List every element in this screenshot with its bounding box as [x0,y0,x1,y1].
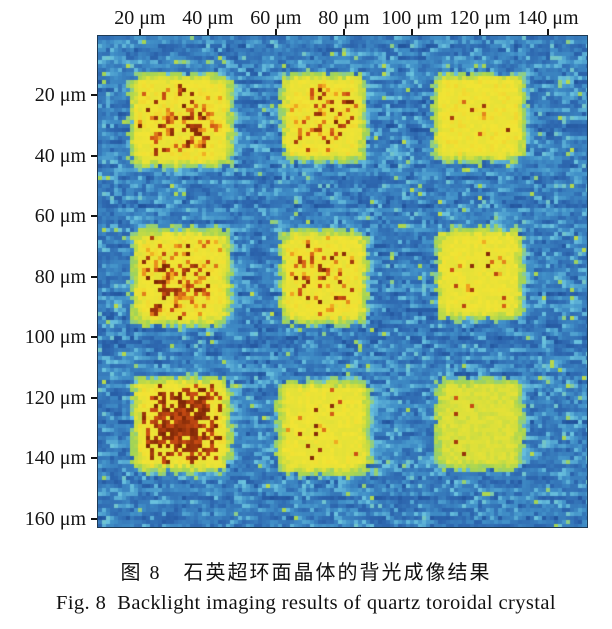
caption-chinese: 图 8 石英超环面晶体的背光成像结果 [120,562,492,584]
y-tick [91,154,97,157]
x-tick-label: 80 μm [318,7,370,29]
y-tick-label: 60 μm [34,205,86,228]
x-tick-label: 140 μm [517,7,579,29]
y-tick [91,336,97,339]
x-tick [342,29,345,35]
y-tick [91,215,97,218]
y-tick-label: 120 μm [24,386,86,409]
y-tick [91,517,97,520]
y-tick-label: 80 μm [34,265,86,288]
x-tick-label: 120 μm [449,7,511,29]
x-tick-label: 60 μm [250,7,302,29]
y-tick [91,457,97,460]
heatmap-canvas [98,36,587,527]
x-tick-label: 100 μm [381,7,443,29]
y-tick-label: 40 μm [34,144,86,167]
x-tick [410,29,413,35]
x-tick [138,29,141,35]
y-tick-label: 140 μm [24,447,86,470]
x-tick [478,29,481,35]
x-tick-label: 20 μm [114,7,166,29]
y-tick-label: 20 μm [34,84,86,107]
x-tick [206,29,209,35]
y-tick-label: 100 μm [24,326,86,349]
y-tick [91,275,97,278]
heatmap-plot [97,35,588,528]
y-tick [91,94,97,97]
x-tick-label: 40 μm [182,7,234,29]
x-tick [274,29,277,35]
caption-english: Fig. 8 Backlight imaging results of quar… [56,592,556,614]
y-tick [91,396,97,399]
y-tick-label: 160 μm [24,507,86,530]
x-tick [546,29,549,35]
